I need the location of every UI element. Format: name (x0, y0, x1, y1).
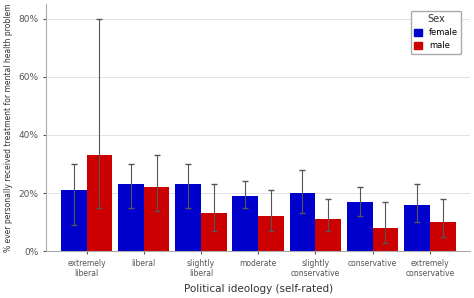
Bar (87, 155, 112, 251)
Bar (430, 222, 456, 251)
Bar (347, 202, 373, 251)
Y-axis label: % ever personally received treatment for mental health problem: % ever personally received treatment for… (4, 4, 13, 252)
Bar (144, 187, 170, 251)
Bar (201, 213, 227, 251)
Bar (118, 184, 144, 251)
Bar (373, 228, 398, 251)
Bar (315, 219, 341, 251)
Bar (404, 205, 430, 251)
Bar (61, 190, 87, 251)
Bar (290, 193, 315, 251)
X-axis label: Political ideology (self-rated): Political ideology (self-rated) (183, 284, 333, 294)
Bar (175, 184, 201, 251)
Bar (258, 216, 284, 251)
Legend: female, male: female, male (410, 11, 461, 54)
Bar (232, 196, 258, 251)
